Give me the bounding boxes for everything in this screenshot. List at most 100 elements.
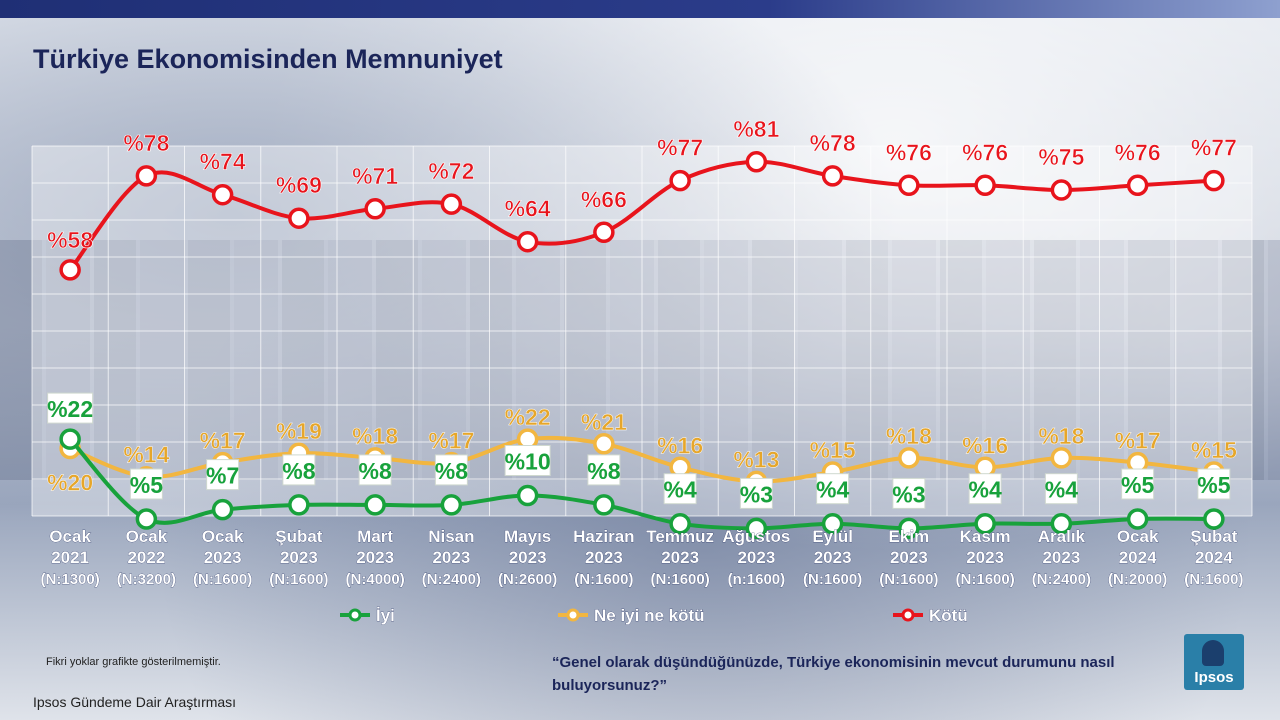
x-tick-month: Eylül (812, 527, 853, 546)
x-tick-year: 2022 (127, 548, 165, 567)
data-point-iyi (1203, 508, 1225, 530)
data-label-iyi: %4 (1045, 477, 1078, 503)
data-label-box-iyi (739, 477, 773, 509)
x-tick-sample: (N:1600) (193, 571, 252, 588)
data-label-kotu: %58 (47, 227, 93, 253)
data-label-kotu: %66 (581, 186, 627, 212)
legend-marker-kotu (901, 608, 915, 622)
legend-marker-iyi (348, 608, 362, 622)
data-label-neutral: %16 (962, 432, 1008, 458)
data-point-kotu (821, 165, 844, 187)
x-tick-sample: (N:3200) (117, 571, 176, 588)
data-label-kotu: %69 (276, 172, 322, 198)
x-tick-year: 2023 (661, 548, 699, 567)
data-label-iyi: %22 (47, 396, 93, 422)
logo-text: Ipsos (1194, 669, 1234, 686)
x-tick-month: Şubat (275, 527, 323, 546)
data-label-box-iyi (434, 454, 468, 486)
data-point-iyi (288, 494, 310, 516)
x-tick-month: Ocak (126, 527, 168, 546)
survey-question: “Genel olarak düşündüğünüzde, Türkiye ek… (552, 654, 1115, 694)
data-label-kotu: %77 (657, 135, 703, 161)
x-tick-sample: (N:2000) (1108, 571, 1167, 588)
data-label-iyi: %8 (435, 458, 468, 484)
x-tick-sample: (N:2600) (498, 571, 557, 588)
data-label-box-iyi (892, 477, 926, 509)
x-tick-year: 2023 (509, 548, 547, 567)
data-label-kotu: %64 (505, 196, 551, 222)
series-line-kotu (68, 159, 1215, 272)
x-tick-month: Mart (357, 527, 393, 546)
data-label-box-iyi (663, 473, 697, 505)
x-tick-sample: (N:1600) (879, 571, 938, 588)
x-tick-year: 2023 (280, 548, 318, 567)
data-label-iyi: %8 (587, 458, 620, 484)
x-tick-month: Ekim (889, 527, 930, 546)
x-tick-month: Ocak (1117, 527, 1159, 546)
data-label-neutral: %21 (581, 409, 627, 435)
data-point-neutral (593, 433, 615, 455)
x-tick-year: 2023 (1042, 548, 1080, 567)
data-point-kotu (1050, 179, 1073, 201)
data-label-box-iyi (1197, 468, 1231, 500)
data-label-iyi: %4 (969, 477, 1002, 503)
data-label-kotu: %75 (1038, 144, 1084, 170)
x-tick-sample: (N:2400) (422, 571, 481, 588)
data-point-kotu (516, 230, 539, 253)
top-bar (0, 0, 1280, 18)
data-label-box-iyi (504, 445, 551, 476)
data-point-iyi (211, 498, 234, 521)
data-label-box-iyi (587, 454, 621, 486)
x-tick-year: 2023 (356, 548, 394, 567)
x-tick-sample: (N:1600) (269, 571, 328, 588)
x-tick-year: 2023 (890, 548, 928, 567)
data-label-kotu: %77 (1191, 135, 1237, 161)
data-label-neutral: %19 (276, 418, 322, 444)
series-line-neutral (69, 435, 1215, 484)
data-point-iyi (516, 484, 539, 507)
legend-marker-neutral (566, 608, 580, 622)
data-point-iyi (135, 508, 158, 530)
data-label-box-iyi (816, 473, 850, 505)
x-tick-month: Ocak (202, 527, 244, 546)
data-point-kotu (211, 183, 234, 206)
data-point-neutral (1050, 447, 1073, 469)
data-label-box-iyi (1044, 473, 1078, 505)
data-point-kotu (898, 174, 920, 197)
source-label: Ipsos Gündeme Dair Araştırması (33, 694, 237, 710)
data-point-iyi (821, 512, 844, 535)
data-label-box-iyi (1121, 468, 1155, 500)
x-tick-month: Ocak (49, 527, 91, 546)
data-label-kotu: %71 (352, 163, 398, 189)
data-point-iyi (593, 494, 615, 516)
legend-label-neutral: Ne iyi ne kötü (594, 606, 705, 625)
legend-label-iyi: İyi (376, 606, 395, 625)
x-tick-year: 2023 (432, 548, 470, 567)
data-point-iyi (440, 494, 463, 516)
x-tick-month: Mayıs (504, 527, 551, 546)
data-label-neutral: %15 (810, 437, 856, 463)
data-point-kotu (1126, 174, 1149, 197)
data-label-kotu: %78 (810, 130, 856, 156)
data-label-kotu: %78 (123, 130, 169, 156)
data-label-kotu: %76 (1115, 139, 1161, 165)
x-tick-month: Aralık (1038, 527, 1086, 546)
data-label-neutral: %22 (505, 404, 551, 430)
data-label-iyi: %4 (816, 477, 849, 503)
data-label-box-iyi (358, 454, 392, 486)
data-point-iyi (745, 517, 768, 540)
data-label-neutral: %18 (352, 423, 398, 449)
data-label-neutral: %15 (1191, 437, 1237, 463)
data-label-iyi: %8 (282, 458, 315, 484)
data-label-iyi: %7 (206, 463, 239, 489)
data-point-kotu (1203, 169, 1225, 192)
data-point-iyi (669, 512, 691, 535)
data-label-iyi: %5 (1197, 472, 1230, 498)
data-label-iyi: %8 (359, 458, 392, 484)
x-tick-year: 2023 (204, 548, 242, 567)
data-point-kotu (288, 207, 310, 229)
x-tick-month: Temmuz (646, 527, 714, 546)
data-point-kotu (440, 193, 463, 215)
